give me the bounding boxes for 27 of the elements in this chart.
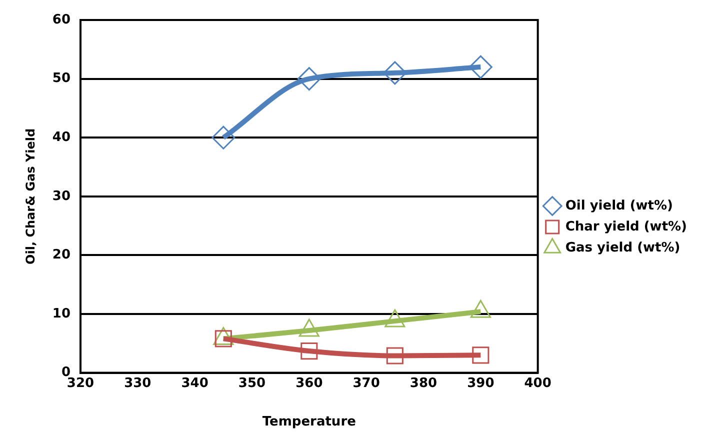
point (468, 55, 492, 79)
legend-label: Oil yield (wt%) (565, 198, 673, 214)
y-tick-label: 50 (52, 71, 70, 86)
x-tick-label: 350 (238, 376, 266, 391)
point (383, 61, 407, 85)
legend-label: Gas yield (wt%) (565, 240, 680, 256)
point (472, 346, 490, 364)
y-axis-title: Oil, Char& Gas Yield (23, 128, 38, 264)
y-tick-label: 30 (52, 188, 70, 204)
legend-label: Char yield (wt%) (565, 219, 687, 234)
point (212, 126, 236, 150)
x-tick-label: 390 (467, 376, 494, 391)
x-axis-title: Temperature (262, 414, 356, 430)
x-tick-label: 330 (124, 376, 152, 391)
x-tick-label: 400 (524, 376, 552, 391)
y-tick-label: 10 (52, 306, 70, 322)
x-tick-label: 320 (66, 376, 94, 391)
y-tick-label: 20 (52, 248, 70, 263)
point (386, 347, 404, 364)
x-tick-label: 370 (352, 376, 380, 391)
y-tick-label: 60 (52, 12, 70, 28)
point (300, 342, 318, 360)
x-tick-label: 360 (296, 376, 323, 391)
point (297, 67, 321, 91)
x-tick-label: 380 (410, 376, 438, 391)
x-tick-label: 340 (181, 376, 208, 391)
y-tick-label: 40 (52, 130, 70, 145)
